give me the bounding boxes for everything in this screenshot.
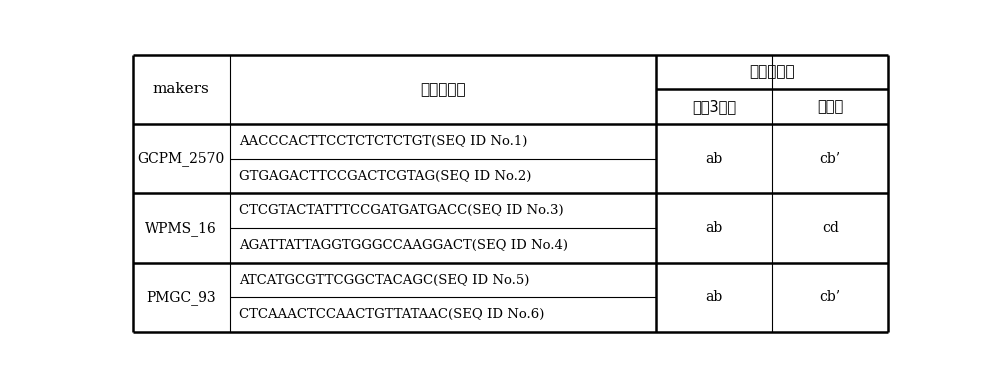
Text: ab: ab	[705, 290, 723, 304]
Text: 哲引3号杨: 哲引3号杨	[692, 99, 736, 114]
Text: CTCAAACTCCAACTGTTATAAC(SEQ ID No.6): CTCAAACTCCAACTGTTATAAC(SEQ ID No.6)	[239, 308, 544, 321]
Text: GTGAGACTTCCGACTCGTAG(SEQ ID No.2): GTGAGACTTCCGACTCGTAG(SEQ ID No.2)	[239, 170, 531, 183]
Text: CTCGTACTATTTCCGATGATGACC(SEQ ID No.3): CTCGTACTATTTCCGATGATGACC(SEQ ID No.3)	[239, 204, 564, 217]
Text: makers: makers	[153, 82, 210, 97]
Text: AGATTATTAGGTGGGCCAAGGACT(SEQ ID No.4): AGATTATTAGGTGGGCCAAGGACT(SEQ ID No.4)	[239, 239, 568, 252]
Text: ab: ab	[705, 221, 723, 235]
Text: PMGC_93: PMGC_93	[146, 290, 216, 305]
Text: GCPM_2570: GCPM_2570	[138, 151, 225, 166]
Text: cd: cd	[822, 221, 839, 235]
Text: AACCCACTTCCTCTCTCTGT(SEQ ID No.1): AACCCACTTCCTCTCTCTGT(SEQ ID No.1)	[239, 135, 527, 148]
Text: WPMS_16: WPMS_16	[145, 221, 217, 236]
Text: cb’: cb’	[820, 152, 841, 166]
Text: cb’: cb’	[820, 290, 841, 304]
Text: ab: ab	[705, 152, 723, 166]
Text: 亲本基因型: 亲本基因型	[749, 65, 795, 80]
Text: 北京杨: 北京杨	[817, 99, 843, 114]
Text: ATCATGCGTTCGGCTACAGC(SEQ ID No.5): ATCATGCGTTCGGCTACAGC(SEQ ID No.5)	[239, 273, 529, 286]
Text: 引物的序列: 引物的序列	[420, 82, 466, 97]
